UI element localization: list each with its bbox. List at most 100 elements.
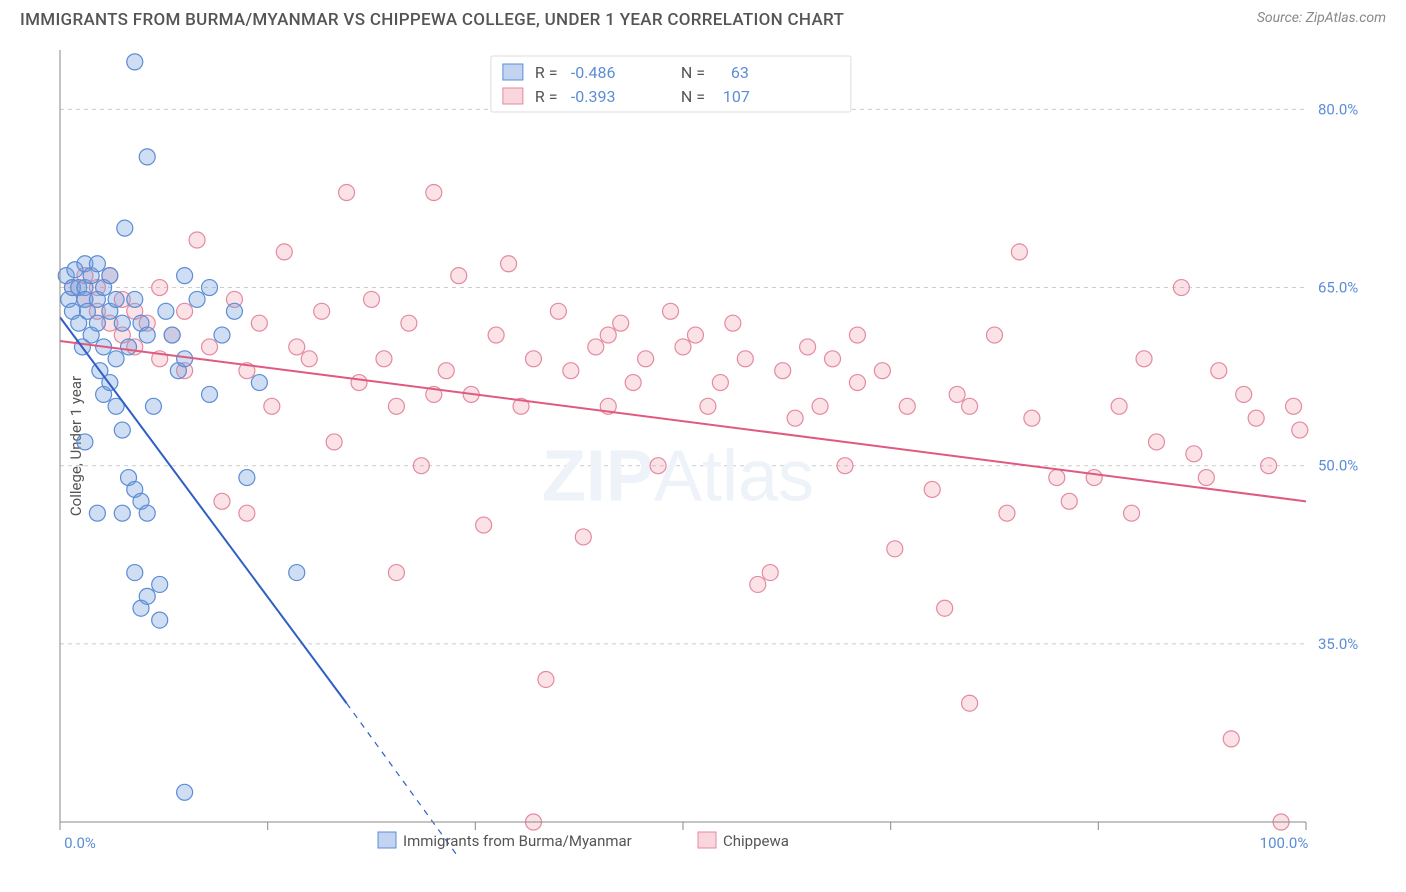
svg-text:100.0%: 100.0%	[1260, 834, 1309, 852]
scatter-point	[276, 244, 292, 260]
scatter-point	[89, 505, 105, 521]
source-label: Source: ZipAtlas.com	[1257, 10, 1386, 30]
scatter-point	[364, 291, 380, 307]
scatter-point	[214, 493, 230, 509]
scatter-point	[737, 351, 753, 367]
scatter-point	[687, 327, 703, 343]
scatter-point	[1111, 398, 1127, 414]
scatter-point	[937, 600, 953, 616]
scatter-point	[114, 505, 130, 521]
svg-text:0.0%: 0.0%	[64, 834, 96, 852]
scatter-point	[114, 315, 130, 331]
scatter-point	[1049, 470, 1065, 486]
scatter-point	[501, 256, 517, 272]
scatter-point	[525, 351, 541, 367]
scatter-point	[388, 565, 404, 581]
scatter-point	[264, 398, 280, 414]
scatter-point	[152, 612, 168, 628]
scatter-point	[962, 695, 978, 711]
svg-text:N =: N =	[681, 87, 705, 106]
chart-area: 35.0%50.0%65.0%80.0%ZIPAtlas0.0%100.0%R …	[50, 40, 1386, 862]
scatter-point	[1286, 398, 1302, 414]
scatter-point	[613, 315, 629, 331]
scatter-point	[849, 327, 865, 343]
scatter-point	[1186, 446, 1202, 462]
scatter-point	[1086, 470, 1102, 486]
scatter-point	[177, 351, 193, 367]
scatter-point	[700, 398, 716, 414]
scatter-point	[1124, 505, 1140, 521]
scatter-point	[837, 458, 853, 474]
scatter-point	[426, 185, 442, 201]
scatter-point	[663, 303, 679, 319]
bottom-label-chippewa: Chippewa	[723, 832, 789, 850]
scatter-point	[152, 576, 168, 592]
scatter-point	[750, 576, 766, 592]
scatter-point	[625, 375, 641, 391]
scatter-point	[762, 565, 778, 581]
scatter-point	[1223, 731, 1239, 747]
scatter-point	[949, 386, 965, 402]
scatter-point	[550, 303, 566, 319]
svg-text:-0.486: -0.486	[571, 63, 616, 82]
scatter-point	[326, 434, 342, 450]
svg-text:R =: R =	[535, 63, 558, 82]
scatter-point	[289, 565, 305, 581]
scatter-point	[999, 505, 1015, 521]
scatter-point	[812, 398, 828, 414]
scatter-point	[301, 351, 317, 367]
scatter-point	[775, 363, 791, 379]
scatter-point	[108, 291, 124, 307]
scatter-point	[1148, 434, 1164, 450]
scatter-point	[226, 303, 242, 319]
scatter-point	[89, 256, 105, 272]
scatter-point	[177, 303, 193, 319]
scatter-point	[239, 470, 255, 486]
scatter-point	[189, 232, 205, 248]
scatter-point	[121, 339, 137, 355]
scatter-point	[139, 149, 155, 165]
scatter-point	[189, 291, 205, 307]
scatter-point	[202, 386, 218, 402]
scatter-point	[575, 529, 591, 545]
svg-text:-0.393: -0.393	[571, 87, 616, 106]
scatter-point	[351, 375, 367, 391]
svg-text:R =: R =	[535, 87, 558, 106]
scatter-point	[177, 784, 193, 800]
legend-swatch-burma	[503, 64, 523, 80]
scatter-point	[1024, 410, 1040, 426]
scatter-point	[108, 351, 124, 367]
scatter-point	[202, 339, 218, 355]
scatter-point	[887, 541, 903, 557]
bottom-label-burma: Immigrants from Burma/Myanmar	[403, 832, 632, 850]
scatter-point	[102, 268, 118, 284]
scatter-point	[139, 505, 155, 521]
chart-title: IMMIGRANTS FROM BURMA/MYANMAR VS CHIPPEW…	[20, 10, 844, 30]
scatter-point	[800, 339, 816, 355]
scatter-point	[1236, 386, 1252, 402]
scatter-point	[563, 363, 579, 379]
scatter-point	[77, 434, 93, 450]
scatter-point	[401, 315, 417, 331]
legend-swatch-chippewa	[503, 88, 523, 104]
scatter-point	[177, 268, 193, 284]
scatter-point	[164, 327, 180, 343]
scatter-point	[1061, 493, 1077, 509]
scatter-point	[152, 280, 168, 296]
scatter-point	[451, 268, 467, 284]
scatter-point	[1011, 244, 1027, 260]
svg-text:107: 107	[723, 87, 750, 106]
scatter-point	[202, 280, 218, 296]
scatter-point	[117, 220, 133, 236]
scatter-point	[874, 363, 890, 379]
scatter-point	[825, 351, 841, 367]
scatter-point	[139, 327, 155, 343]
scatter-point	[787, 410, 803, 426]
scatter-point	[600, 327, 616, 343]
scatter-point	[89, 315, 105, 331]
scatter-point	[127, 565, 143, 581]
scatter-point	[413, 458, 429, 474]
scatter-point	[1136, 351, 1152, 367]
scatter-point	[376, 351, 392, 367]
scatter-point	[849, 375, 865, 391]
